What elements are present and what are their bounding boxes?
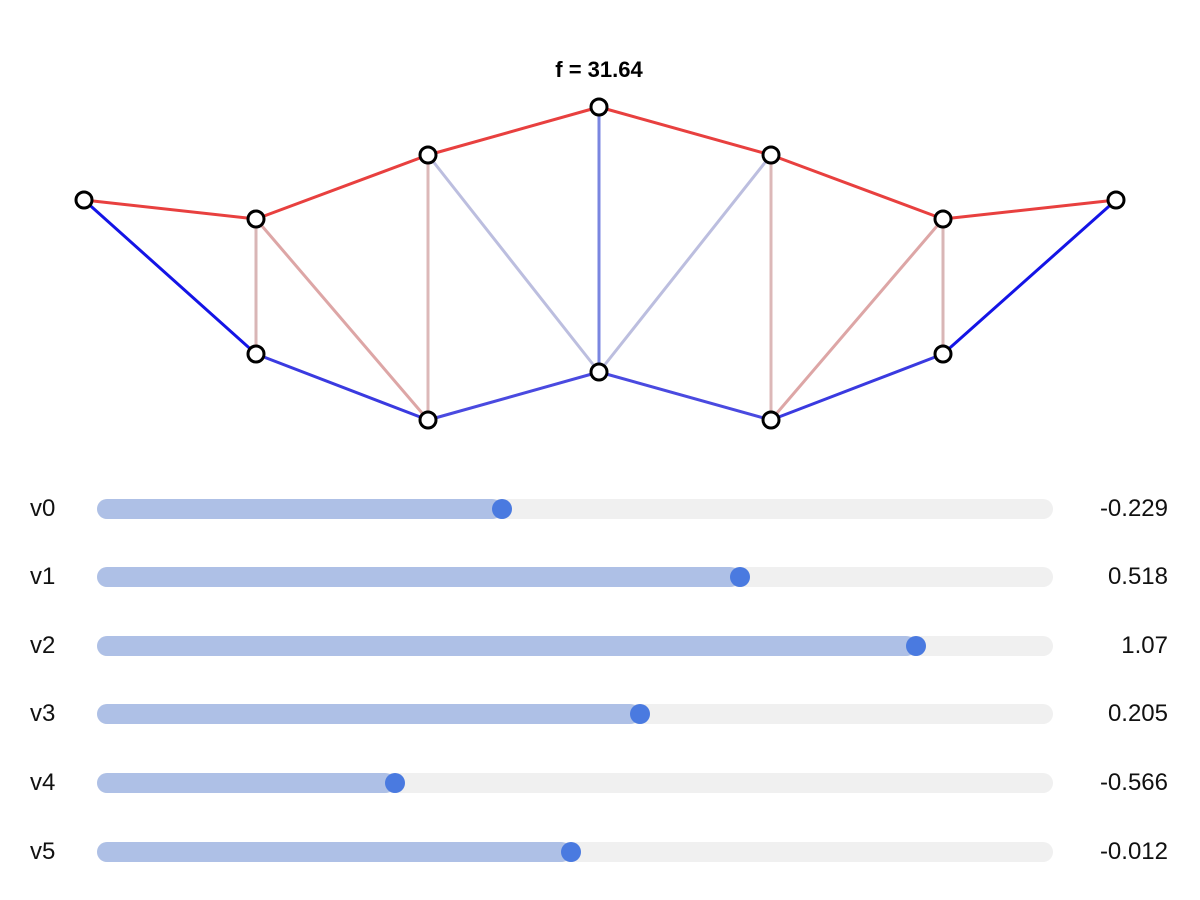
slider-label: v3 <box>30 700 56 727</box>
slider-value: -0.566 <box>1099 769 1168 796</box>
slider-row-v3: v3 0.205 <box>0 694 1200 734</box>
truss-member <box>426 105 601 157</box>
slider-row-v4: v4 -0.566 <box>0 763 1200 803</box>
slider-fill <box>97 773 395 793</box>
slider-track[interactable] <box>97 636 1053 656</box>
slider-fill <box>97 704 641 724</box>
slider-label: v0 <box>30 495 56 522</box>
truss-member <box>597 105 773 157</box>
slider-label: v1 <box>30 563 56 590</box>
truss-member <box>254 217 430 422</box>
slider-fill <box>97 636 916 656</box>
slider-thumb[interactable] <box>905 636 926 656</box>
truss-node[interactable] <box>1106 190 1126 210</box>
slider-track[interactable] <box>97 704 1053 724</box>
slider-value: 1.07 <box>1121 632 1168 659</box>
truss-member <box>82 198 258 356</box>
truss-node[interactable] <box>589 97 609 117</box>
slider-fill <box>97 842 572 862</box>
slider-track[interactable] <box>97 499 1053 519</box>
slider-thumb[interactable] <box>630 704 651 724</box>
truss-member <box>426 370 601 422</box>
objective-title: f = 31.64 <box>555 57 643 82</box>
slider-thumb[interactable] <box>384 773 405 793</box>
slider-label: v4 <box>30 769 56 796</box>
truss-node[interactable] <box>74 190 94 210</box>
truss-member <box>941 198 1118 221</box>
truss-node[interactable] <box>933 209 953 229</box>
truss-member <box>254 352 430 422</box>
slider-value: -0.229 <box>1099 495 1168 522</box>
truss-member <box>941 198 1118 356</box>
truss-member <box>769 352 945 422</box>
slider-label: v5 <box>30 838 56 865</box>
slider-fill <box>97 567 741 587</box>
truss-member <box>769 153 945 221</box>
truss-member <box>426 153 601 374</box>
truss-member <box>597 153 773 374</box>
slider-row-v2: v2 1.07 <box>0 626 1200 666</box>
truss-node[interactable] <box>933 344 953 364</box>
truss-member <box>597 370 773 422</box>
slider-row-v5: v5 -0.012 <box>0 832 1200 872</box>
slider-thumb[interactable] <box>492 499 513 519</box>
slider-value: 0.205 <box>1107 700 1168 727</box>
truss-node[interactable] <box>246 209 266 229</box>
slider-thumb[interactable] <box>561 842 582 862</box>
slider-row-v0: v0 -0.229 <box>0 489 1200 529</box>
slider-value: 0.518 <box>1107 563 1168 590</box>
truss-node[interactable] <box>418 145 438 165</box>
slider-thumb[interactable] <box>730 567 751 587</box>
slider-track[interactable] <box>97 567 1053 587</box>
truss-node[interactable] <box>418 410 438 430</box>
slider-track[interactable] <box>97 842 1053 862</box>
truss-member <box>254 153 430 221</box>
truss-member <box>769 217 945 422</box>
slider-track[interactable] <box>97 773 1053 793</box>
slider-value: -0.012 <box>1099 838 1168 865</box>
truss-member <box>82 198 258 221</box>
truss-members <box>82 105 1118 422</box>
truss-nodes <box>74 97 1126 430</box>
slider-row-v1: v1 0.518 <box>0 557 1200 597</box>
truss-node[interactable] <box>761 410 781 430</box>
truss-node[interactable] <box>761 145 781 165</box>
truss-diagram: f = 31.64 <box>74 57 1126 430</box>
slider-label: v2 <box>30 632 56 659</box>
slider-fill <box>97 499 503 519</box>
truss-node[interactable] <box>246 344 266 364</box>
truss-node[interactable] <box>589 362 609 382</box>
